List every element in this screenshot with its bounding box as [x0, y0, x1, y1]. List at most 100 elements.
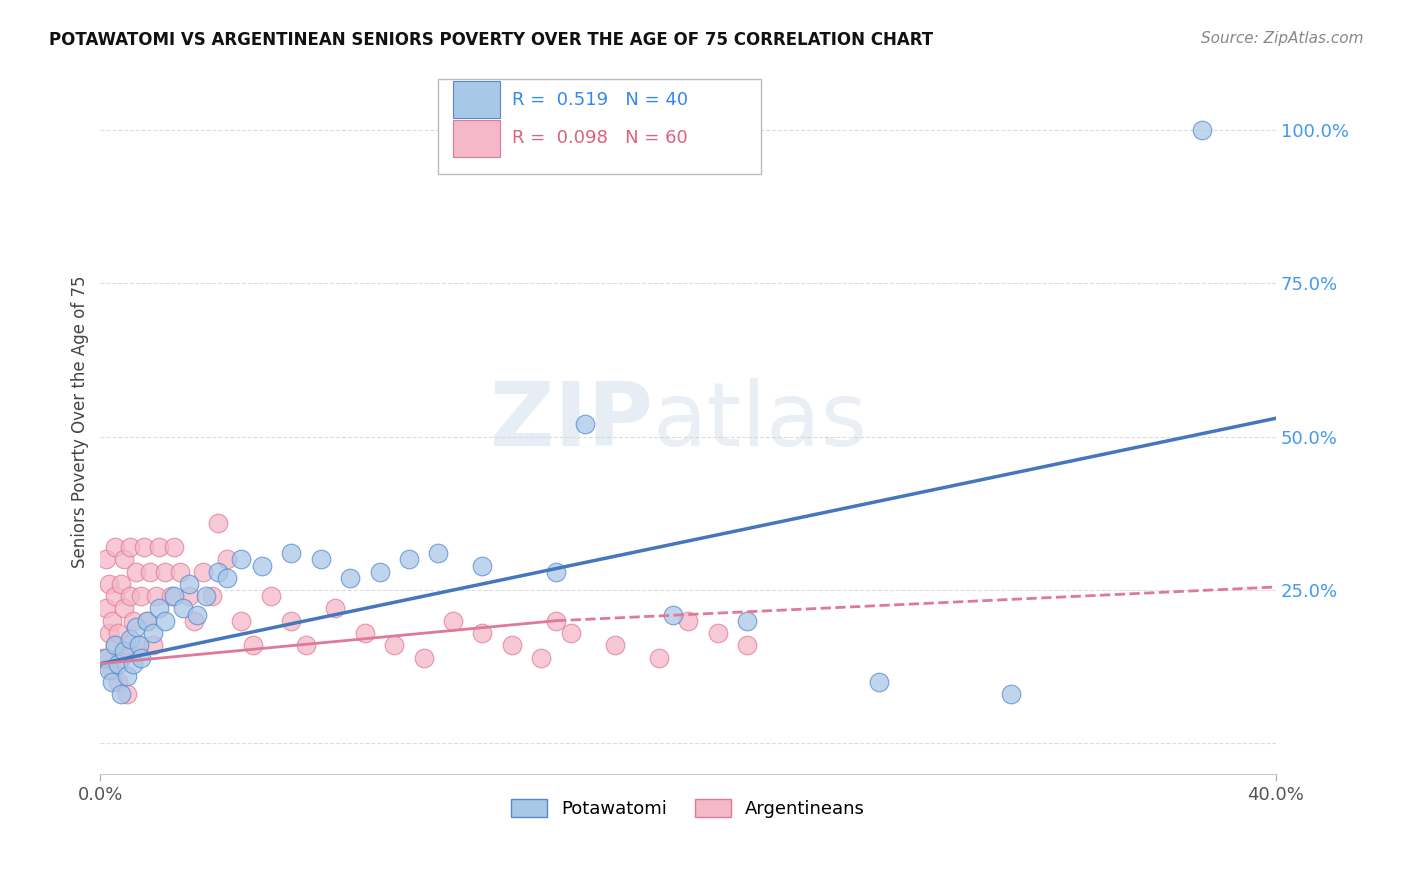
Point	[124, 620, 146, 634]
Point	[471, 558, 494, 573]
Point	[501, 638, 523, 652]
Point	[115, 687, 138, 701]
Text: POTAWATOMI VS ARGENTINEAN SENIORS POVERTY OVER THE AGE OF 75 CORRELATION CHART: POTAWATOMI VS ARGENTINEAN SENIORS POVERT…	[49, 31, 934, 49]
Point	[104, 638, 127, 652]
Point	[207, 516, 229, 530]
Legend: Potawatomi, Argentineans: Potawatomi, Argentineans	[503, 791, 872, 825]
Point	[139, 565, 162, 579]
Point	[560, 626, 582, 640]
Point	[603, 638, 626, 652]
Point	[215, 571, 238, 585]
Text: atlas: atlas	[652, 378, 868, 465]
Text: ZIP: ZIP	[491, 378, 652, 465]
Point	[735, 638, 758, 652]
Point	[124, 565, 146, 579]
FancyBboxPatch shape	[453, 120, 501, 157]
Point	[145, 589, 167, 603]
Point	[131, 589, 153, 603]
FancyBboxPatch shape	[437, 79, 761, 174]
Point	[172, 601, 194, 615]
Point	[153, 614, 176, 628]
Point	[735, 614, 758, 628]
Point	[121, 657, 143, 671]
Point	[169, 565, 191, 579]
Point	[134, 540, 156, 554]
Point	[136, 614, 159, 628]
Point	[96, 552, 118, 566]
Point	[163, 589, 186, 603]
Point	[115, 638, 138, 652]
Point	[115, 669, 138, 683]
Point	[231, 552, 253, 566]
Y-axis label: Seniors Poverty Over the Age of 75: Seniors Poverty Over the Age of 75	[72, 275, 89, 567]
Point	[131, 650, 153, 665]
Point	[231, 614, 253, 628]
Point	[104, 589, 127, 603]
Point	[280, 546, 302, 560]
Point	[112, 601, 135, 615]
Point	[118, 632, 141, 647]
Point	[530, 650, 553, 665]
Point	[91, 650, 114, 665]
Point	[201, 589, 224, 603]
Point	[309, 552, 332, 566]
Point	[177, 577, 200, 591]
Point	[148, 540, 170, 554]
Point	[398, 552, 420, 566]
Point	[110, 687, 132, 701]
Point	[104, 540, 127, 554]
Point	[662, 607, 685, 622]
Text: Source: ZipAtlas.com: Source: ZipAtlas.com	[1201, 31, 1364, 46]
FancyBboxPatch shape	[453, 81, 501, 118]
Point	[112, 552, 135, 566]
Point	[107, 626, 129, 640]
Point	[142, 626, 165, 640]
Point	[354, 626, 377, 640]
Point	[382, 638, 405, 652]
Point	[339, 571, 361, 585]
Point	[648, 650, 671, 665]
Point	[1191, 123, 1213, 137]
Point	[193, 565, 215, 579]
Point	[325, 601, 347, 615]
Point	[574, 417, 596, 432]
Point	[107, 675, 129, 690]
Point	[676, 614, 699, 628]
Point	[118, 589, 141, 603]
Point	[96, 601, 118, 615]
Point	[280, 614, 302, 628]
Point	[98, 577, 121, 591]
Point	[98, 626, 121, 640]
Point	[101, 663, 124, 677]
Point	[101, 614, 124, 628]
Point	[148, 601, 170, 615]
Point	[186, 607, 208, 622]
Point	[1000, 687, 1022, 701]
Point	[295, 638, 318, 652]
Point	[136, 614, 159, 628]
Point	[101, 675, 124, 690]
Point	[104, 638, 127, 652]
Point	[412, 650, 434, 665]
Point	[110, 650, 132, 665]
Point	[368, 565, 391, 579]
Point	[96, 650, 118, 665]
Point	[163, 540, 186, 554]
Point	[177, 589, 200, 603]
Point	[441, 614, 464, 628]
Point	[142, 638, 165, 652]
Point	[128, 638, 150, 652]
Point	[128, 638, 150, 652]
Point	[207, 565, 229, 579]
Text: R =  0.519   N = 40: R = 0.519 N = 40	[512, 91, 688, 109]
Point	[195, 589, 218, 603]
Point	[118, 540, 141, 554]
Point	[121, 614, 143, 628]
Point	[183, 614, 205, 628]
Point	[250, 558, 273, 573]
Point	[107, 657, 129, 671]
Point	[112, 644, 135, 658]
Point	[215, 552, 238, 566]
Point	[544, 565, 567, 579]
Point	[110, 577, 132, 591]
